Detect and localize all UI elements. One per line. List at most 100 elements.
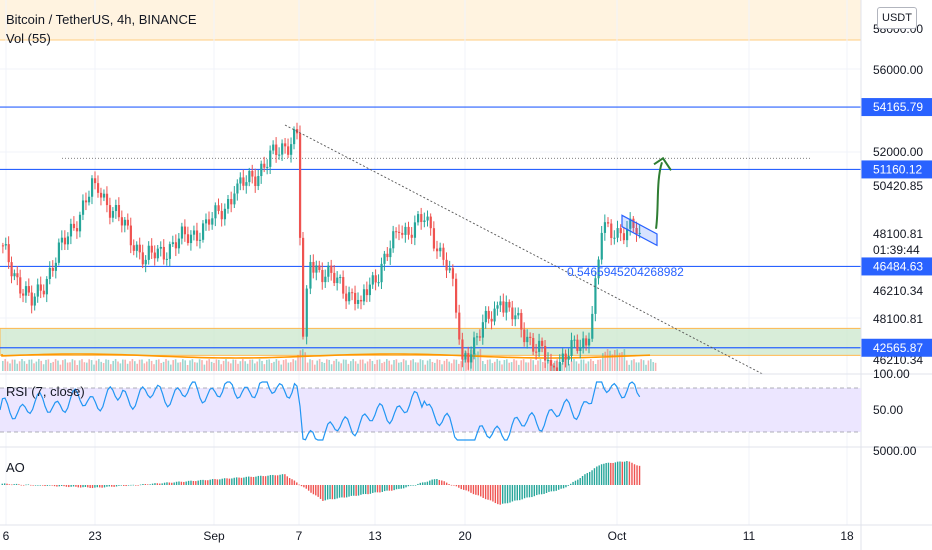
flag-channel bbox=[621, 214, 658, 247]
candle-body bbox=[84, 200, 88, 203]
ao-bar bbox=[68, 485, 70, 488]
ao-bar bbox=[405, 485, 407, 488]
volume-bar bbox=[364, 363, 366, 371]
ao-bar bbox=[149, 484, 151, 485]
volume-bar bbox=[602, 353, 604, 371]
candle-body bbox=[239, 177, 242, 184]
volume-bar bbox=[592, 361, 594, 371]
currency-button[interactable]: USDT bbox=[877, 7, 917, 29]
volume-bar bbox=[263, 364, 266, 371]
volume-bar bbox=[285, 359, 287, 371]
volume-bar bbox=[208, 359, 210, 371]
candle-body bbox=[245, 182, 248, 186]
ao-bar bbox=[523, 485, 526, 499]
volume-bar bbox=[582, 359, 585, 371]
candle-body bbox=[330, 265, 333, 273]
ao-bar bbox=[226, 478, 228, 485]
volume-bar bbox=[105, 359, 107, 371]
ao-bar bbox=[79, 485, 82, 488]
ao-bar bbox=[364, 485, 367, 495]
ao-bar bbox=[238, 477, 240, 485]
price-label-box bbox=[861, 160, 932, 179]
volume-bar bbox=[9, 363, 11, 371]
volume-bar bbox=[520, 360, 522, 371]
ao-bar bbox=[214, 479, 216, 485]
price-label-text: 42565.87 bbox=[873, 341, 923, 355]
candle-body bbox=[102, 193, 106, 198]
ao-bar bbox=[353, 485, 355, 496]
candle-body bbox=[561, 353, 564, 363]
rsi-tick-label: 50.00 bbox=[873, 403, 903, 417]
chart-title: Bitcoin / TetherUS, 4h, BINANCE bbox=[6, 12, 197, 27]
ao-bar bbox=[137, 485, 139, 486]
volume-bar bbox=[330, 364, 333, 371]
candle-body bbox=[588, 338, 591, 346]
volume-bar bbox=[122, 359, 124, 371]
ao-bar bbox=[514, 485, 516, 501]
ao-bar bbox=[345, 485, 348, 498]
volume-bar bbox=[398, 362, 400, 371]
ao-bar bbox=[633, 464, 636, 485]
candle-body bbox=[321, 269, 324, 283]
volume-bar bbox=[606, 349, 609, 371]
volume-bar bbox=[232, 359, 234, 371]
candle-body bbox=[198, 239, 202, 241]
candle-body bbox=[45, 278, 48, 295]
ao-bar bbox=[386, 485, 388, 491]
candle-body bbox=[33, 296, 36, 306]
ao-bar bbox=[577, 479, 579, 485]
ao-bar bbox=[367, 485, 369, 495]
ao-bar bbox=[248, 476, 250, 485]
volume-bar bbox=[515, 360, 518, 371]
volume-bar bbox=[42, 364, 45, 371]
ao-bar bbox=[94, 485, 96, 488]
volume-bar bbox=[100, 361, 102, 371]
volume-bar bbox=[383, 361, 386, 371]
candle-body bbox=[281, 143, 284, 155]
volume-bar bbox=[472, 349, 474, 371]
volume-bar bbox=[498, 360, 501, 371]
ao-bar bbox=[536, 485, 538, 496]
candle-body bbox=[126, 219, 129, 226]
candle-body bbox=[377, 282, 380, 284]
volume-bar bbox=[210, 361, 213, 371]
volume-bar bbox=[479, 349, 482, 371]
projection-arrow bbox=[655, 161, 663, 229]
candle-body bbox=[511, 307, 514, 320]
ao-bar bbox=[448, 484, 450, 485]
volume-bar bbox=[465, 351, 467, 371]
ao-bar bbox=[586, 473, 589, 485]
volume-bar bbox=[405, 360, 407, 371]
volume-bar bbox=[134, 361, 136, 371]
candle-body bbox=[333, 272, 336, 284]
candle-body bbox=[496, 305, 499, 309]
ao-bar bbox=[70, 485, 72, 487]
candle-body bbox=[309, 261, 312, 289]
ao-bar bbox=[467, 485, 470, 492]
ao-bar bbox=[303, 485, 305, 488]
volume-bar bbox=[90, 360, 93, 371]
volume-bar bbox=[597, 359, 599, 371]
volume-bar bbox=[191, 359, 194, 371]
volume-bar bbox=[650, 359, 652, 371]
volume-bar bbox=[76, 364, 78, 371]
candle-body bbox=[220, 210, 223, 220]
candle-body bbox=[183, 226, 187, 235]
volume-bar bbox=[645, 364, 647, 371]
candle-body bbox=[432, 228, 436, 249]
ao-bar bbox=[34, 485, 37, 486]
volume-bar bbox=[585, 363, 587, 371]
volume-bar bbox=[453, 359, 455, 371]
candle-body bbox=[186, 234, 190, 244]
price-tick-label: 56000.00 bbox=[873, 63, 923, 77]
volume-bar bbox=[167, 360, 170, 371]
ao-bar bbox=[557, 485, 560, 490]
volume-bar bbox=[270, 363, 273, 371]
candle-body bbox=[269, 150, 272, 167]
volume-bar bbox=[64, 359, 66, 371]
volume-bar bbox=[422, 360, 424, 371]
volume-bar bbox=[623, 349, 626, 371]
ao-bar bbox=[190, 480, 192, 485]
ao-bar bbox=[324, 485, 326, 501]
